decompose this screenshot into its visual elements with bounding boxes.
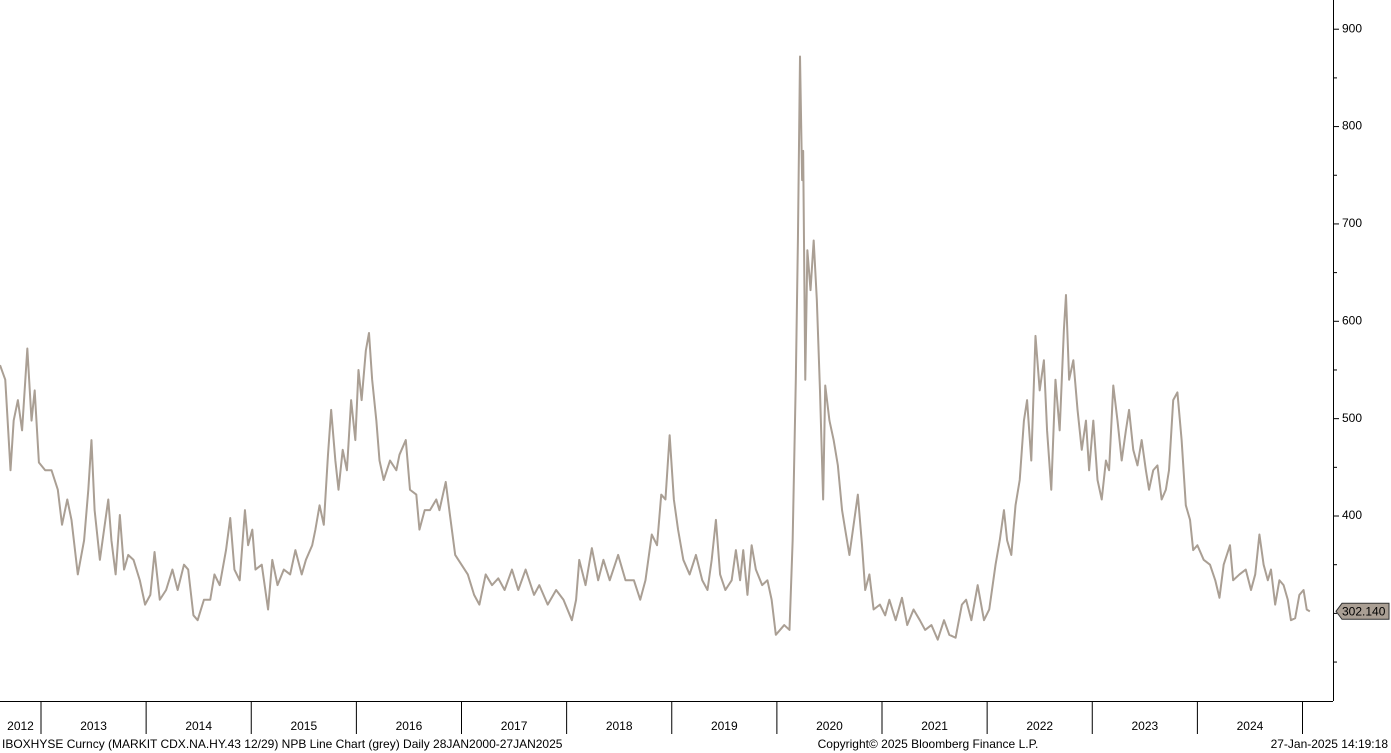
y-tick-label: 800: [1342, 119, 1362, 133]
y-tick-label: 500: [1342, 411, 1362, 425]
x-tick-label: 2022: [1026, 719, 1053, 733]
x-tick-label: 2023: [1131, 719, 1158, 733]
y-tick-label: 900: [1342, 21, 1362, 35]
x-tick-label: 2019: [711, 719, 738, 733]
x-tick-label: 2024: [1237, 719, 1264, 733]
x-tick-label: 2015: [290, 719, 317, 733]
y-tick-label: 400: [1342, 508, 1362, 522]
x-tick-label: 2012: [7, 719, 34, 733]
footer-left: IBOXHYSE Curncy (MARKIT CDX.NA.HY.43 12/…: [2, 737, 563, 751]
x-tick-label: 2018: [606, 719, 633, 733]
footer-right: 27-Jan-2025 14:19:18: [1271, 737, 1389, 751]
x-tick-label: 2013: [80, 719, 107, 733]
x-tick-label: 2020: [816, 719, 843, 733]
x-tick-label: 2014: [185, 719, 212, 733]
last-value-label: 302.140: [1342, 604, 1386, 618]
last-value-box: [1335, 602, 1390, 620]
series-line: [0, 55, 1311, 641]
x-tick-label: 2016: [396, 719, 423, 733]
x-tick-label: 2021: [921, 719, 948, 733]
footer-center: Copyright© 2025 Bloomberg Finance L.P.: [818, 737, 1039, 751]
y-tick-label: 600: [1342, 313, 1362, 327]
y-tick-label: 700: [1342, 216, 1362, 230]
x-tick-label: 2017: [501, 719, 528, 733]
